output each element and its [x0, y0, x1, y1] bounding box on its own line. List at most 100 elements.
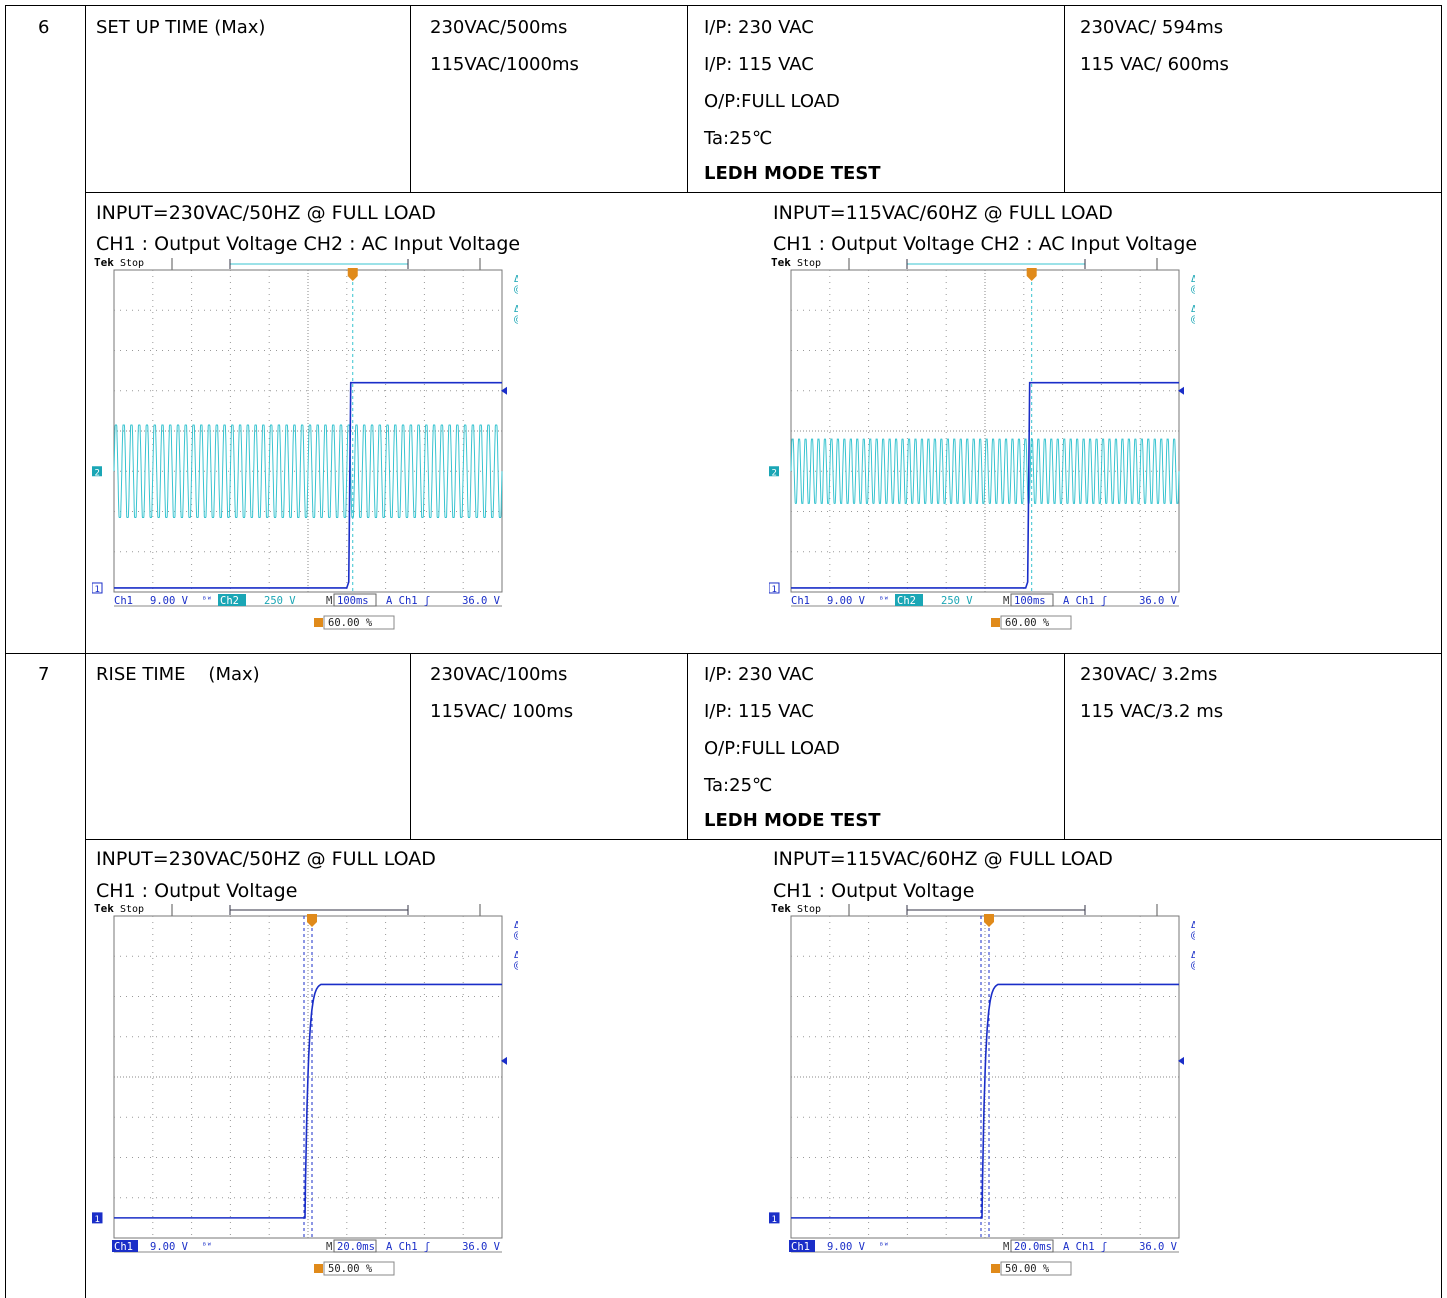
position-icon: [314, 1264, 323, 1273]
trigger-position-value: 60.00 %: [328, 617, 373, 629]
graticule-frame: [790, 269, 1180, 593]
position-box: [1000, 1261, 1072, 1276]
ch1-ground-marker-icon: [768, 582, 780, 594]
trigger-position-value: 60.00 %: [1005, 617, 1050, 629]
timebase-mode: M: [1003, 1241, 1009, 1253]
plot-caption: INPUT=115VAC/60HZ @ FULL LOAD: [773, 202, 1113, 224]
condition-line: Ta:25℃: [704, 775, 773, 796]
scope-brand: Tek: [771, 256, 791, 269]
timebase-value: 20.0ms: [337, 1241, 375, 1253]
trigger-level-value: 36.0 V: [462, 595, 501, 607]
ch2-label: Ch2: [897, 595, 916, 607]
scope-state: Stop: [120, 258, 144, 269]
plot-caption: INPUT=230VAC/50HZ @ FULL LOAD: [96, 848, 436, 870]
condition-line: Ta:25℃: [704, 128, 773, 149]
position-box: [323, 615, 395, 630]
timebase-box: [333, 593, 377, 607]
result-line: 230VAC/ 3.2ms: [1080, 664, 1218, 685]
readout-at-label: @:: [514, 284, 518, 295]
trigger-source: A Ch1 ʃ: [1063, 1241, 1107, 1253]
trigger-level-value: 36.0 V: [462, 1241, 501, 1253]
ch1-waveform: [114, 983, 503, 1219]
ch1-ground-marker-label: 1: [95, 1215, 100, 1225]
ch1-ground-marker-label: 1: [772, 1215, 777, 1225]
ch1-scale: 9.00 V: [150, 595, 189, 607]
result-line: 115 VAC/ 600ms: [1080, 54, 1229, 75]
ch1-label: Ch1: [791, 1241, 810, 1253]
result-line: 115 VAC/3.2 ms: [1080, 701, 1224, 722]
trigger-position-icon: [347, 268, 358, 281]
readout-at-label: @:: [1191, 284, 1195, 295]
trigger-position-icon: [1026, 268, 1037, 281]
plot-caption: CH1 : Output Voltage CH2 : AC Input Volt…: [773, 233, 1198, 255]
bandwidth-icon: ᴮᵂ: [879, 595, 889, 604]
plot-caption: CH1 : Output Voltage: [773, 880, 975, 902]
item-name: SET UP TIME (Max): [96, 17, 266, 38]
scope-state: Stop: [797, 904, 821, 915]
result-line: 230VAC/ 594ms: [1080, 17, 1224, 38]
plot-caption: INPUT=230VAC/50HZ @ FULL LOAD: [96, 202, 436, 224]
timebase-box: [333, 1239, 377, 1253]
ch1-ground-marker-label: 1: [95, 585, 100, 595]
ch1-waveform: [791, 381, 1179, 589]
trigger-position-icon: [307, 914, 317, 927]
ch1-scale: 9.00 V: [827, 595, 866, 607]
ch2-ground-marker-icon: [769, 466, 779, 477]
condition-line: O/P:FULL LOAD: [704, 738, 840, 759]
trigger-level-icon: [501, 386, 507, 395]
ch2-label: Ch2: [220, 595, 239, 607]
ch1-label: Ch1: [791, 595, 810, 607]
spec-line: 115VAC/1000ms: [430, 54, 579, 75]
bandwidth-icon: ᴮᵂ: [879, 1241, 889, 1250]
ch1-ground-marker-icon: [91, 1212, 103, 1224]
condition-line: LEDH MODE TEST: [704, 163, 881, 184]
ch2-ground-marker-label: 2: [772, 468, 777, 478]
condition-line: I/P: 115 VAC: [704, 54, 814, 75]
ch2-scale: 250 V: [264, 595, 296, 607]
condition-line: I/P: 115 VAC: [704, 701, 814, 722]
readout-at-label: @:: [514, 314, 518, 325]
condition-line: LEDH MODE TEST: [704, 810, 881, 831]
position-icon: [314, 618, 323, 627]
trigger-source: A Ch1 ʃ: [386, 595, 430, 607]
ch2-ground-marker-label: 2: [95, 468, 100, 478]
position-box: [323, 1261, 395, 1276]
ch1-ground-marker-icon: [768, 1212, 780, 1224]
plot-caption: CH1 : Output Voltage CH2 : AC Input Volt…: [96, 233, 521, 255]
spec-line: 230VAC/100ms: [430, 664, 568, 685]
trigger-level-value: 36.0 V: [1139, 595, 1178, 607]
condition-line: O/P:FULL LOAD: [704, 91, 840, 112]
bandwidth-icon: ᴮᵂ: [202, 595, 212, 604]
trigger-position-value: 50.00 %: [1005, 1263, 1050, 1275]
plot-caption: CH1 : Output Voltage: [96, 880, 298, 902]
trigger-position-icon: [984, 914, 994, 927]
trigger-position-value: 50.00 %: [328, 1263, 373, 1275]
readout-at-label: @:: [1191, 960, 1195, 971]
readout-at-label: @:: [514, 960, 518, 971]
ch1-scale: 9.00 V: [827, 1241, 866, 1253]
ch2-scale: 250 V: [941, 595, 973, 607]
scope-state: Stop: [120, 904, 144, 915]
timebase-value: 100ms: [1014, 595, 1046, 607]
bandwidth-icon: ᴮᵂ: [202, 1241, 212, 1250]
ch2-badge: [218, 594, 246, 606]
ch2-waveform: [113, 424, 503, 518]
ch1-ground-marker-icon: [91, 582, 103, 594]
spec-line: 115VAC/ 100ms: [430, 701, 574, 722]
ch2-waveform: [790, 438, 1180, 504]
ch1-label: Ch1: [114, 595, 133, 607]
trigger-level-icon: [1178, 386, 1184, 395]
ch2-ground-marker-icon: [92, 466, 102, 477]
ch2-badge: [895, 594, 923, 606]
plot-caption: INPUT=115VAC/60HZ @ FULL LOAD: [773, 848, 1113, 870]
scope-brand: Tek: [94, 256, 114, 269]
trigger-level-icon: [1178, 1056, 1184, 1065]
ch1-waveform: [114, 381, 502, 589]
ch1-waveform: [791, 983, 1180, 1219]
position-box: [1000, 615, 1072, 630]
